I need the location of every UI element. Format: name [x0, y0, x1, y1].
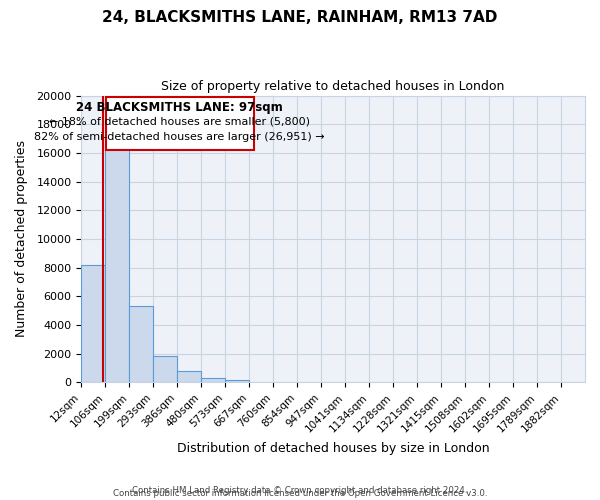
- Bar: [81, 265, 105, 382]
- Text: 24, BLACKSMITHS LANE, RAINHAM, RM13 7AD: 24, BLACKSMITHS LANE, RAINHAM, RM13 7AD: [103, 10, 497, 25]
- Y-axis label: Number of detached properties: Number of detached properties: [15, 140, 28, 338]
- Bar: [129, 306, 153, 382]
- Text: 82% of semi-detached houses are larger (26,951) →: 82% of semi-detached houses are larger (…: [34, 132, 325, 142]
- Text: 24 BLACKSMITHS LANE: 97sqm: 24 BLACKSMITHS LANE: 97sqm: [76, 100, 283, 114]
- X-axis label: Distribution of detached houses by size in London: Distribution of detached houses by size …: [177, 442, 490, 455]
- Text: Contains HM Land Registry data © Crown copyright and database right 2024.: Contains HM Land Registry data © Crown c…: [132, 486, 468, 495]
- Bar: [106, 97, 254, 150]
- Bar: [177, 371, 201, 382]
- Bar: [153, 356, 177, 382]
- Text: Contains public sector information licensed under the Open Government Licence v3: Contains public sector information licen…: [113, 488, 487, 498]
- Bar: [201, 378, 225, 382]
- Bar: [105, 144, 129, 382]
- Text: ← 18% of detached houses are smaller (5,800): ← 18% of detached houses are smaller (5,…: [49, 116, 310, 126]
- Title: Size of property relative to detached houses in London: Size of property relative to detached ho…: [161, 80, 505, 93]
- Bar: [225, 380, 249, 382]
